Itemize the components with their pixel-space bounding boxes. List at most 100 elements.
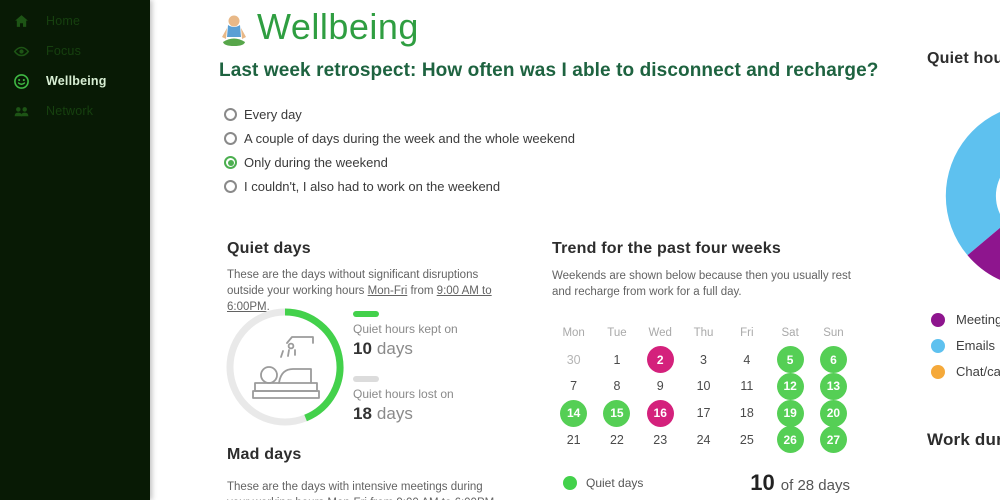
calendar-day: 12 <box>776 372 804 400</box>
trend-calendar: Mon Tue Wed Thu Fri Sat Sun 30 1 2 3 4 5… <box>552 320 855 454</box>
sidebar-item-network[interactable]: Network <box>0 96 150 126</box>
calendar-day: 6 <box>819 346 847 374</box>
sidebar-item-label: Network <box>46 104 94 118</box>
quiet-days-dot-icon <box>563 476 577 490</box>
calendar-day: 13 <box>819 372 847 400</box>
trend-description: Weekends are shown below because then yo… <box>552 270 851 299</box>
calendar-day: 21 <box>566 432 581 447</box>
sidebar-item-home[interactable]: Home <box>0 6 150 36</box>
radio-option-label: A couple of days during the week and the… <box>244 131 576 146</box>
calendar-header: Fri <box>740 327 754 340</box>
calendar-day: 22 <box>609 432 624 447</box>
calendar-header: Wed <box>648 327 672 340</box>
calendar-day: 4 <box>743 352 751 367</box>
radio-option-label: Every day <box>244 107 302 122</box>
legend-item-emails: Emails <box>931 338 1000 353</box>
emails-dot-icon <box>931 338 945 353</box>
calendar-header: Tue <box>607 327 627 340</box>
quiet-hours-lost: Quiet hours lost on 18 days <box>353 376 503 424</box>
calendar-day: 20 <box>819 399 847 427</box>
legend-label: Chat/calls <box>956 364 1000 379</box>
smiley-icon <box>13 73 30 90</box>
calendar-header: Sat <box>781 327 799 340</box>
radio-option-label: I couldn't, I also had to work on the we… <box>244 179 501 194</box>
calendar-day: 27 <box>819 426 847 454</box>
working-days-link[interactable]: Mon-Fri <box>367 285 408 298</box>
radio-group: Every day A couple of days during the we… <box>224 107 575 203</box>
description-text: . <box>494 497 497 500</box>
summary-total: of 28 days <box>780 477 850 494</box>
legend-label: Meetings <box>956 312 1000 327</box>
kept-legend-swatch <box>353 311 379 317</box>
working-hours-link[interactable]: 9:00 AM to 6:00PM <box>227 285 492 314</box>
radio-option-couple-of-days[interactable]: A couple of days during the week and the… <box>224 131 575 146</box>
chat-calls-dot-icon <box>931 364 945 379</box>
lost-value: 18 days <box>353 404 503 424</box>
eye-icon <box>13 43 30 60</box>
home-icon <box>13 13 30 30</box>
calendar-day: 10 <box>696 379 711 394</box>
sidebar: Home Focus Wellbeing Network <box>0 0 150 500</box>
sidebar-item-wellbeing[interactable]: Wellbeing <box>0 66 150 96</box>
radio-option-only-weekend[interactable]: Only during the weekend <box>224 155 575 170</box>
calendar-day: 24 <box>696 432 711 447</box>
radio-button-selected[interactable] <box>224 156 237 169</box>
lost-label: Quiet hours lost on <box>353 387 454 401</box>
description-text: from <box>370 497 393 500</box>
sidebar-item-focus[interactable]: Focus <box>0 36 150 66</box>
calendar-day: 18 <box>739 406 754 421</box>
calendar-day: 19 <box>776 399 804 427</box>
gauge-green-arc <box>284 308 344 422</box>
sleeping-person-icon <box>252 336 320 399</box>
calendar-day: 15 <box>603 399 631 427</box>
radio-button[interactable] <box>224 132 237 145</box>
kept-label: Quiet hours kept on <box>353 322 458 336</box>
calendar-day: 8 <box>613 379 621 394</box>
quiet-days-description: These are the days without significant d… <box>227 267 501 315</box>
radio-button[interactable] <box>224 108 237 121</box>
calendar-day: 30 <box>566 352 581 367</box>
calendar-day: 23 <box>653 432 668 447</box>
calendar-day: 11 <box>740 379 754 394</box>
lost-legend-swatch <box>353 376 379 382</box>
lost-days-number: 18 <box>353 404 372 423</box>
description-text: from <box>410 285 434 298</box>
calendar-day: 2 <box>646 346 674 374</box>
working-days-link[interactable]: Mon-Fri <box>327 497 367 500</box>
radio-option-label: Only during the weekend <box>244 155 388 170</box>
kept-days-number: 10 <box>353 339 372 358</box>
calendar-day: 5 <box>776 346 804 374</box>
radio-button[interactable] <box>224 180 237 193</box>
radio-option-could-not[interactable]: I couldn't, I also had to work on the we… <box>224 179 575 194</box>
calendar-day: 7 <box>570 379 578 394</box>
meetings-segment <box>967 227 1000 280</box>
mad-days-title: Mad days <box>227 446 302 463</box>
calendar-day: 25 <box>739 432 754 447</box>
working-hours-link[interactable]: 9:00 AM to 6:00PM <box>396 497 494 500</box>
quiet-days-legend-label: Quiet days <box>586 476 644 490</box>
meetings-dot-icon <box>931 312 945 327</box>
sidebar-item-label: Wellbeing <box>46 74 107 88</box>
calendar-day: 3 <box>700 352 707 367</box>
calendar-day: 1 <box>613 352 621 367</box>
mad-days-description: These are the days with intensive meetin… <box>227 479 501 500</box>
radio-option-every-day[interactable]: Every day <box>224 107 575 122</box>
work-during-title: Work during <box>927 430 1000 449</box>
question-title: Last week retrospect: How often was I ab… <box>219 60 879 81</box>
quiet-days-section: Quiet days These are the days without si… <box>226 240 507 500</box>
quiet-hours-kept: Quiet hours kept on 10 days <box>353 311 503 359</box>
kept-value: 10 days <box>353 339 503 359</box>
person-meditating-icon <box>218 13 250 51</box>
legend-item-meetings: Meetings <box>931 312 1000 327</box>
calendar-day: 14 <box>560 399 588 427</box>
sidebar-item-label: Focus <box>46 44 82 58</box>
trend-section: Trend for the past four weeks Weekends a… <box>552 240 852 495</box>
calendar-day: 16 <box>646 399 674 427</box>
trend-title: Trend for the past four weeks <box>552 240 781 257</box>
legend-label: Emails <box>956 338 996 353</box>
calendar-header: Mon <box>562 327 585 340</box>
disruptions-legend: Meetings Emails Chat/calls <box>931 312 1000 390</box>
calendar-day: 26 <box>776 426 804 454</box>
description-text: These are the days with intensive meetin… <box>227 481 483 500</box>
summary-count: 10 <box>750 470 775 495</box>
